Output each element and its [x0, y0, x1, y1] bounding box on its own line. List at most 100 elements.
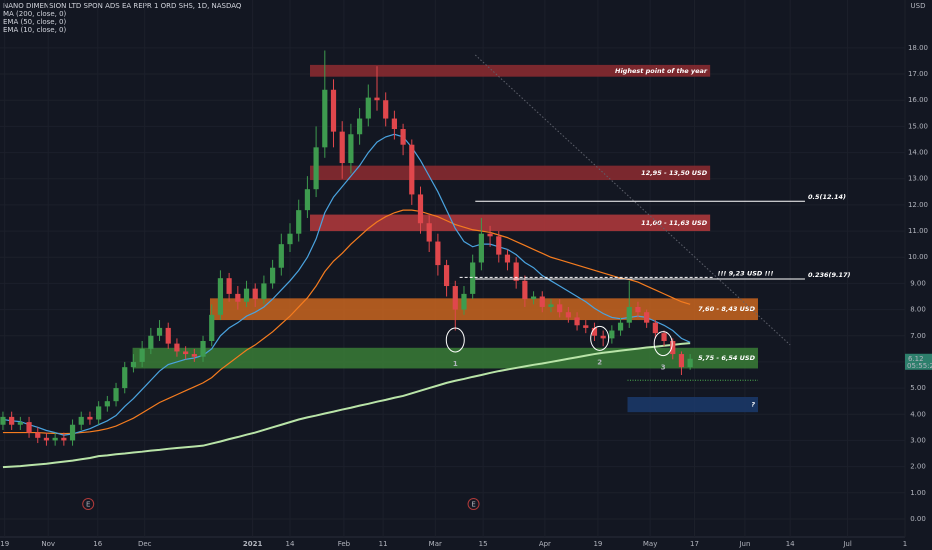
candle-body	[417, 194, 424, 224]
candle-body	[191, 354, 197, 357]
candle-body	[78, 416, 84, 425]
earnings-marker	[467, 498, 480, 511]
chart-title: NANO DIMENSION LTD SPON ADS EA REPR 1 OR…	[3, 2, 242, 10]
candle-body	[122, 367, 128, 389]
x-tick-label: Jul	[842, 540, 852, 548]
candle-body	[426, 223, 432, 242]
indicator-line	[2, 133, 691, 436]
candle-body	[356, 118, 363, 135]
y-tick-label: 11.00	[908, 227, 928, 235]
x-tick-label: May	[643, 540, 657, 548]
candle-body	[652, 322, 658, 334]
level-label: !!! 9,23 USD !!!	[718, 269, 774, 277]
candle-body	[243, 288, 250, 302]
y-tick-label: 17.00	[908, 70, 928, 78]
marker-label: 3	[661, 364, 666, 372]
candle-body	[200, 340, 206, 357]
candle-body	[443, 265, 450, 287]
y-tick-label: 7.00	[910, 332, 926, 340]
y-tick-label: 0.00	[910, 515, 926, 523]
zone	[209, 298, 758, 321]
y-tick-label: 12.00	[908, 201, 928, 209]
earnings-label: E	[86, 501, 90, 509]
candle-body	[183, 351, 189, 355]
zone-label: Highest point of the year	[615, 67, 708, 75]
x-tick-label: 15	[479, 540, 488, 548]
zone	[310, 214, 711, 232]
candle-body	[304, 189, 311, 211]
y-tick-label: 15.00	[908, 122, 928, 130]
marker-label: 1	[453, 360, 458, 368]
last-price-tag	[905, 353, 932, 370]
earnings-marker	[82, 498, 95, 511]
y-tick-label: 2.00	[910, 463, 926, 471]
candle-body	[609, 330, 615, 339]
x-tick-label: Mar	[429, 540, 442, 548]
y-tick-label: 13.00	[908, 175, 928, 183]
candle-body	[26, 422, 32, 433]
candle-body	[113, 388, 119, 402]
candle-body	[530, 296, 537, 300]
y-tick-label: 9.00	[910, 279, 926, 287]
candle-body	[235, 293, 241, 302]
zone	[310, 64, 711, 77]
candle-body	[513, 262, 519, 281]
candle-body	[17, 422, 23, 425]
candle-body	[313, 147, 319, 190]
candle-body	[96, 406, 102, 420]
candle-body	[261, 283, 267, 300]
candle-body	[687, 358, 693, 368]
candle-body	[296, 210, 302, 234]
legend-entry: MA (200, close, 0)	[3, 10, 67, 18]
candle-body	[9, 416, 15, 425]
zone-label: ?	[751, 401, 755, 409]
y-tick-label: 8.00	[910, 306, 926, 314]
candle-body	[400, 129, 406, 145]
candle-body	[487, 233, 493, 237]
x-tick-label: 11	[379, 540, 388, 548]
marker-circle	[445, 327, 465, 353]
candle-body	[574, 317, 580, 326]
y-tick-label: 14.00	[908, 149, 928, 157]
candle-body	[104, 401, 110, 407]
candle-body	[539, 296, 545, 307]
x-tick-label: 2021	[243, 540, 263, 548]
candle-body	[670, 340, 676, 355]
legend-entry: EMA (10, close, 0)	[3, 26, 66, 34]
candle-body	[43, 437, 50, 441]
candle-body	[322, 89, 328, 148]
candle-body	[678, 354, 685, 368]
countdown-label: 05:55:20	[907, 362, 932, 370]
x-tick-label: Dec	[138, 540, 152, 548]
candle-body	[270, 267, 276, 284]
zone-label: 7,60 - 8,43 USD	[698, 305, 756, 313]
x-tick-label: Jun	[738, 540, 750, 548]
y-tick-label: 3.00	[910, 436, 926, 444]
candle-body	[130, 361, 137, 368]
last-price-label: 6.12	[908, 355, 924, 363]
x-tick-label: Feb	[338, 540, 351, 548]
candle-body	[148, 335, 154, 349]
candle-body	[661, 333, 667, 341]
candle-body	[52, 437, 58, 441]
x-tick-label: Apr	[539, 540, 551, 548]
candle-body	[548, 304, 554, 307]
candle-body	[522, 280, 528, 300]
candle-body	[330, 89, 337, 132]
indicator-line	[2, 342, 691, 469]
candle-body	[635, 306, 641, 313]
candle-body	[409, 144, 415, 195]
x-tick-label: 19	[593, 540, 602, 548]
candle-body	[478, 233, 484, 263]
candle-body	[565, 312, 571, 318]
x-tick-label: 14	[286, 540, 295, 548]
zone-label: 11,00 - 11,63 USD	[641, 219, 708, 227]
x-tick-label: 17	[690, 540, 699, 548]
candle-body	[287, 233, 293, 245]
candle-body	[174, 343, 180, 352]
candle-body	[626, 306, 632, 323]
candle-body	[61, 437, 67, 441]
